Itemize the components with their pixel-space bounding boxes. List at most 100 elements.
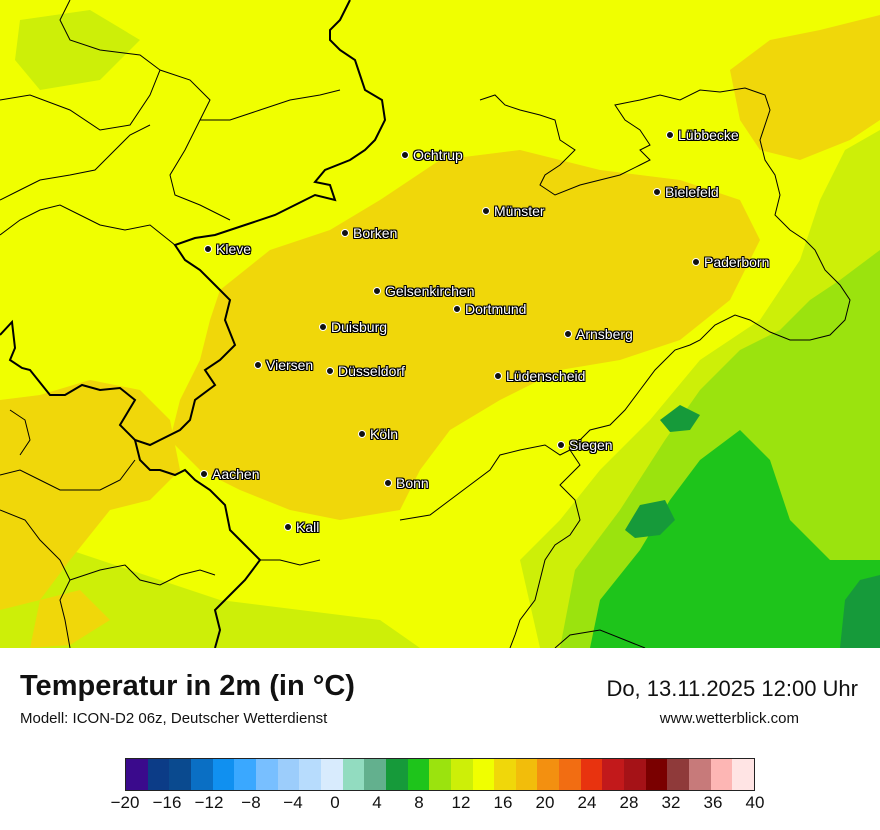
legend-color-segment: [255, 759, 278, 790]
legend-tick-label: 24: [577, 793, 597, 812]
legend-color-segment: [494, 759, 516, 790]
city-marker-bonn: Bonn: [384, 475, 429, 491]
legend-tick-label: 8: [414, 793, 424, 812]
city-marker-viersen: Viersen: [254, 357, 313, 373]
city-name: Kall: [296, 519, 320, 535]
city-name: Münster: [494, 203, 545, 219]
legend-color-segment: [624, 759, 646, 790]
city-name: Arnsberg: [576, 326, 633, 342]
legend-color-segment: [147, 759, 170, 790]
city-marker-ochtrup: Ochtrup: [401, 147, 463, 163]
city-dot-icon: [358, 430, 366, 438]
legend-color-segment: [190, 759, 213, 790]
legend-color-segment: [537, 759, 560, 790]
city-name: Bonn: [396, 475, 429, 491]
legend-color-bar: [125, 758, 755, 791]
legend-tick-label: −16: [152, 793, 182, 812]
map-zone-orange-south: [30, 590, 110, 648]
map-zone-orange-west: [0, 380, 180, 610]
map-zone-orange-northeast: [730, 15, 880, 160]
city-dot-icon: [373, 287, 381, 295]
legend-color-segment: [277, 759, 300, 790]
legend-color-segment: [234, 759, 256, 790]
city-dot-icon: [254, 361, 262, 369]
city-marker-gelsenkirchen: Gelsenkirchen: [373, 283, 475, 299]
city-marker-bielefeld: Bielefeld: [653, 184, 719, 200]
legend-color-segment: [580, 759, 603, 790]
city-marker-luedenscheid: Lüdenscheid: [494, 368, 585, 384]
map-zone-green: [590, 430, 880, 648]
city-dot-icon: [401, 151, 409, 159]
city-name: Bielefeld: [665, 184, 719, 200]
map-title: Temperatur in 2m (in °C): [20, 670, 355, 702]
city-marker-arnsberg: Arnsberg: [564, 326, 633, 342]
city-dot-icon: [666, 131, 674, 139]
legend-color-segment: [320, 759, 343, 790]
city-dot-icon: [319, 323, 327, 331]
legend-color-segment: [342, 759, 365, 790]
city-marker-borken: Borken: [341, 225, 397, 241]
city-name: Duisburg: [331, 319, 388, 335]
city-marker-siegen: Siegen: [557, 437, 613, 453]
city-marker-kall: Kall: [284, 519, 319, 535]
map-zone-green-dark-spot2: [660, 405, 700, 432]
legend-color-segment: [450, 759, 473, 790]
border-south: [554, 629, 646, 648]
city-marker-luebbecke: Lübbecke: [666, 127, 739, 143]
city-name: Borken: [353, 225, 398, 241]
legend-color-segment: [645, 759, 668, 790]
region-lines: [0, 0, 571, 648]
city-name: Gelsenkirchen: [385, 283, 475, 299]
legend-color-segment: [126, 759, 148, 790]
city-name: Dortmund: [465, 301, 527, 317]
city-name: Siegen: [569, 437, 613, 453]
city-name: Paderborn: [704, 254, 770, 270]
map-zone-green-dark-spot: [625, 500, 675, 538]
city-name: Ochtrup: [413, 147, 463, 163]
city-name: Viersen: [266, 357, 314, 373]
city-dot-icon: [482, 207, 490, 215]
legend-color-segment: [732, 759, 755, 790]
city-name: Düsseldorf: [338, 363, 405, 379]
city-name: Aachen: [212, 466, 260, 482]
legend-color-segment: [559, 759, 581, 790]
model-subtitle: Modell: ICON-D2 06z, Deutscher Wetterdie…: [20, 710, 328, 727]
legend-color-segment: [364, 759, 386, 790]
legend-tick-label: −12: [194, 793, 224, 812]
city-dot-icon: [204, 245, 212, 253]
legend-color-segment: [407, 759, 430, 790]
temperature-map-canvas: [0, 0, 880, 648]
city-marker-muenster: Münster: [482, 203, 545, 219]
city-name: Kleve: [216, 241, 252, 257]
legend-color-segment: [212, 759, 235, 790]
legend-color-segment: [472, 759, 495, 790]
city-name: Lübbecke: [678, 127, 739, 143]
city-dot-icon: [200, 470, 208, 478]
city-dot-icon: [494, 372, 502, 380]
map-zone-lime-north: [15, 10, 140, 90]
website-label: www.wetterblick.com: [659, 710, 799, 727]
city-dot-icon: [326, 367, 334, 375]
legend-color-segment: [667, 759, 690, 790]
legend-tick-label: 36: [703, 793, 723, 812]
map-zone-green-dark: [840, 575, 880, 648]
legend-tick-label: −4: [283, 793, 303, 812]
city-dot-icon: [453, 305, 461, 313]
legend-color-segment: [602, 759, 625, 790]
national-border-west: [134, 439, 262, 648]
legend-color-segment: [689, 759, 711, 790]
city-marker-duesseldorf: Düsseldorf: [326, 363, 405, 379]
legend-color-segment: [710, 759, 733, 790]
city-marker-koeln: Köln: [358, 426, 398, 442]
city-name: Lüdenscheid: [506, 368, 586, 384]
legend-tick-label: 12: [451, 793, 471, 812]
legend-tick-label: 4: [372, 793, 382, 812]
city-dot-icon: [284, 523, 292, 531]
legend-color-segment: [169, 759, 191, 790]
legend-color-segment: [515, 759, 538, 790]
legend-tick-label: 32: [661, 793, 681, 812]
legend-tick-label: −8: [241, 793, 261, 812]
city-dot-icon: [384, 479, 392, 487]
city-name: Köln: [370, 426, 399, 442]
city-dot-icon: [564, 330, 572, 338]
